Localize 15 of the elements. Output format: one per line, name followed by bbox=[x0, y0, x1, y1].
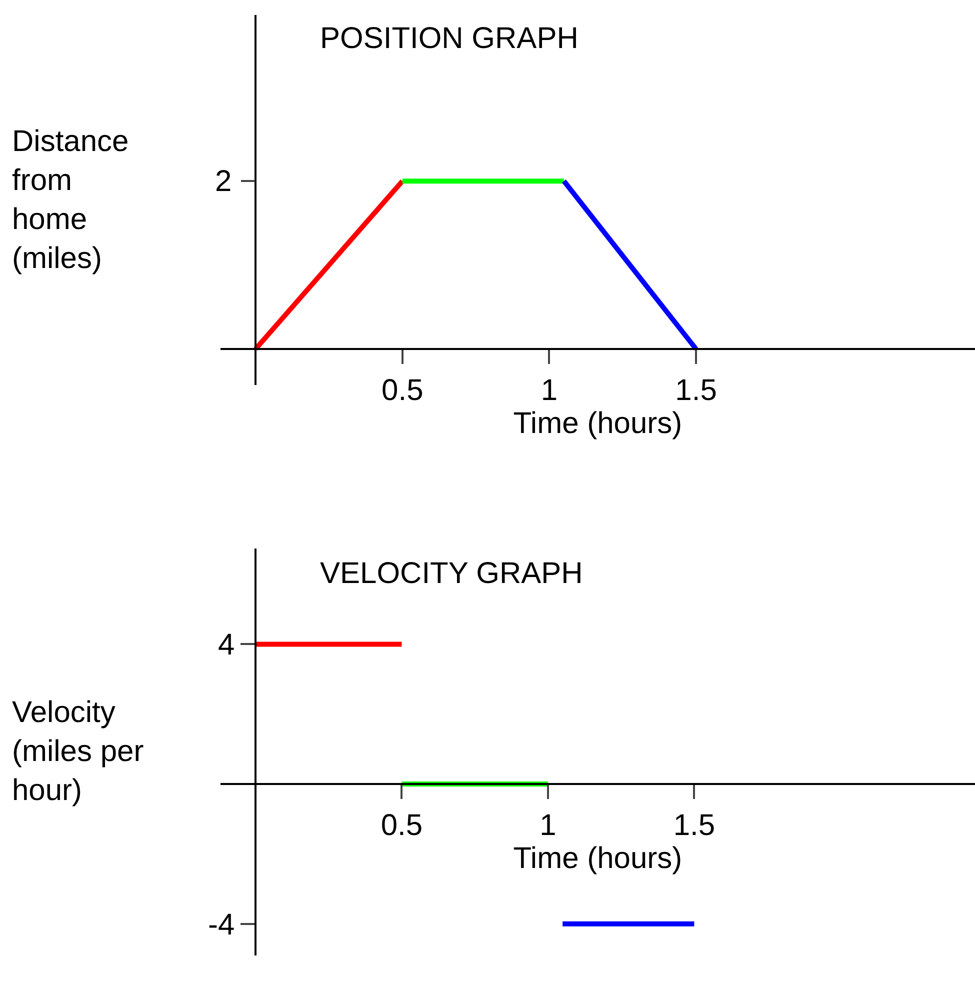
y-axis-title: Velocity (miles per hour) bbox=[12, 696, 144, 807]
x-tick-label: 1.5 bbox=[675, 374, 717, 407]
x-axis-title: Time (hours) bbox=[513, 406, 682, 440]
x-tick-label: 0.5 bbox=[382, 374, 424, 407]
chart-title: VELOCITY GRAPH bbox=[320, 557, 583, 590]
chart-title: POSITION GRAPH bbox=[320, 22, 578, 55]
x-axis-title: Time (hours) bbox=[513, 842, 682, 875]
y-tick-label: -4 bbox=[208, 908, 235, 942]
y-axis-title: Distance from home (miles) bbox=[12, 125, 129, 275]
x-tick-label: 0.5 bbox=[380, 808, 423, 842]
y-tick-label: 4 bbox=[218, 628, 235, 662]
x-tick-label: 1 bbox=[540, 808, 556, 842]
x-tick-label: 1.5 bbox=[673, 808, 716, 842]
annotation: 2 bbox=[215, 165, 232, 198]
x-tick-label: 1 bbox=[540, 374, 558, 407]
